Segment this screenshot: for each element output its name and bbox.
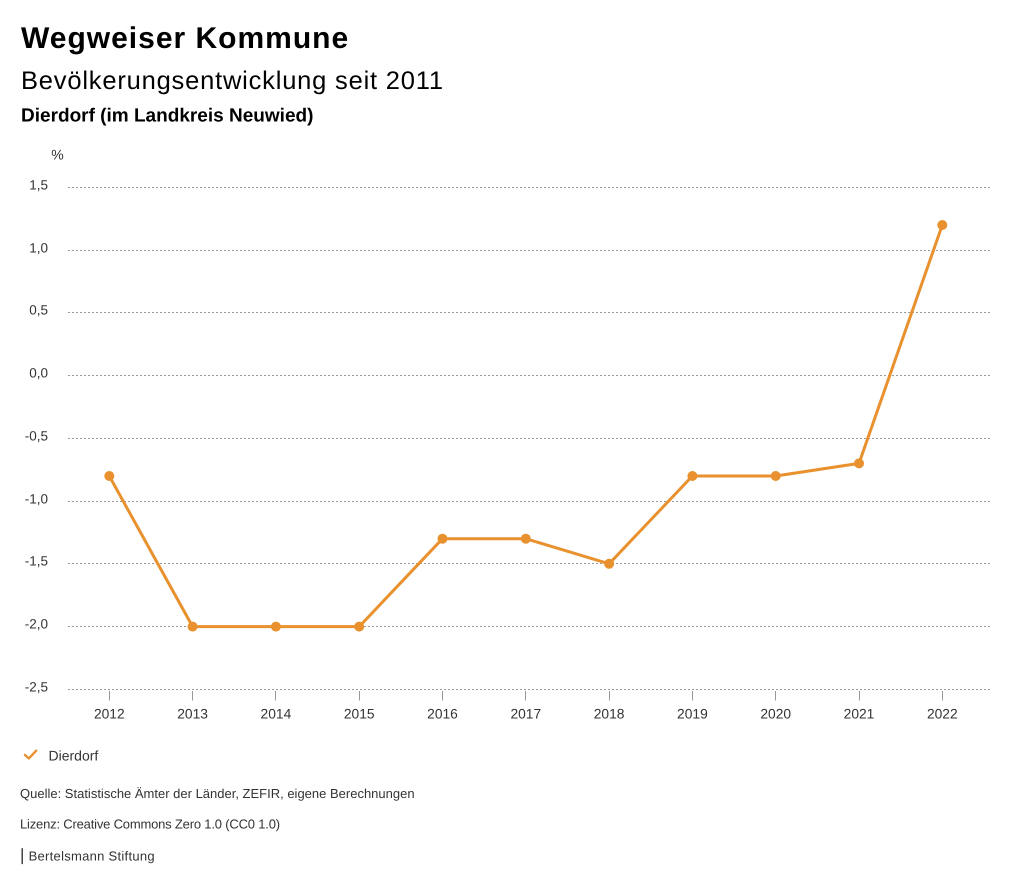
svg-text:-0,5: -0,5 xyxy=(25,429,48,444)
svg-text:%: % xyxy=(51,147,63,163)
svg-text:0,5: 0,5 xyxy=(29,303,48,318)
svg-text:Dierdorf: Dierdorf xyxy=(49,748,99,764)
svg-text:1,5: 1,5 xyxy=(29,178,48,193)
svg-text:2019: 2019 xyxy=(677,707,708,722)
svg-text:Dierdorf (im Landkreis Neuwied: Dierdorf (im Landkreis Neuwied) xyxy=(21,106,313,127)
svg-text:-1,0: -1,0 xyxy=(25,492,48,507)
svg-text:Wegweiser Kommune: Wegweiser Kommune xyxy=(21,22,349,55)
svg-text:2014: 2014 xyxy=(261,707,292,722)
svg-text:2012: 2012 xyxy=(94,707,125,722)
svg-text:Quelle: Statistische Ämter der: Quelle: Statistische Ämter der Länder, Z… xyxy=(20,786,415,801)
svg-text:Lizenz: Creative Commons Zero: Lizenz: Creative Commons Zero 1.0 (CC0 1… xyxy=(20,817,280,832)
svg-text:2020: 2020 xyxy=(760,707,791,722)
svg-text:1,0: 1,0 xyxy=(29,241,48,256)
svg-text:| Bertelsmann Stiftung: | Bertelsmann Stiftung xyxy=(20,846,155,865)
svg-text:0,0: 0,0 xyxy=(29,366,48,381)
svg-text:2017: 2017 xyxy=(510,707,541,722)
svg-text:-2,0: -2,0 xyxy=(25,617,48,632)
svg-text:2022: 2022 xyxy=(927,707,958,722)
svg-text:2021: 2021 xyxy=(844,707,875,722)
svg-text:-2,5: -2,5 xyxy=(25,680,48,695)
svg-text:2018: 2018 xyxy=(594,707,625,722)
svg-text:-1,5: -1,5 xyxy=(25,554,48,569)
svg-text:2013: 2013 xyxy=(177,707,208,722)
svg-text:2016: 2016 xyxy=(427,707,458,722)
svg-text:Bevölkerungsentwicklung seit 2: Bevölkerungsentwicklung seit 2011 xyxy=(21,67,444,95)
svg-text:2015: 2015 xyxy=(344,707,375,722)
